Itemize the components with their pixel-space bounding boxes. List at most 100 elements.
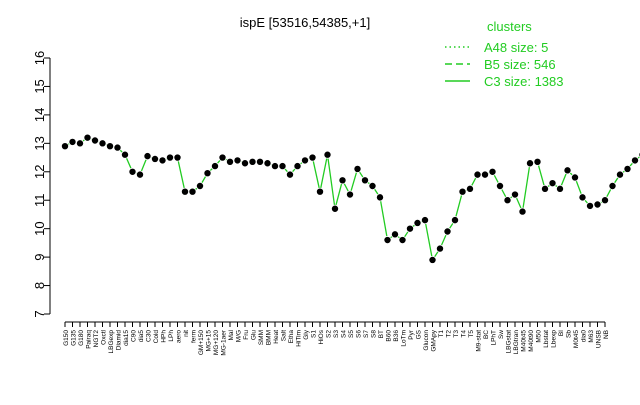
- data-point: [135, 170, 144, 179]
- x-tick-label: Gly: [303, 329, 310, 340]
- x-tick-label: BI: [558, 330, 565, 336]
- legend-entry-label: B5 size: 546: [484, 57, 556, 72]
- x-tick-label: M50: [536, 330, 543, 343]
- data-point: [631, 156, 640, 165]
- data-point: [488, 167, 497, 176]
- x-tick-label: LPhT: [491, 330, 498, 346]
- data-point: [563, 166, 572, 175]
- x-tick-label: dia5: [138, 330, 145, 343]
- legend-title: clusters: [487, 19, 532, 34]
- data-point: [323, 150, 332, 159]
- x-tick-label: aero: [176, 330, 183, 343]
- x-tick-label: SMM: [258, 330, 265, 345]
- data-point: [255, 157, 264, 166]
- data-point: [428, 255, 437, 264]
- x-tick-label: Fru: [243, 330, 250, 340]
- y-tick-label: 14: [32, 108, 47, 122]
- x-tick-label: M9-stat: [476, 330, 483, 352]
- data-point: [390, 230, 399, 239]
- data-point: [61, 142, 70, 151]
- data-points: [61, 133, 640, 264]
- x-tick-label: HiTim: [296, 330, 303, 347]
- data-point: [210, 162, 219, 171]
- data-point: [180, 187, 189, 196]
- y-tick-label: 11: [32, 193, 47, 207]
- data-point: [616, 170, 625, 179]
- data-point: [360, 176, 369, 185]
- data-point: [240, 159, 249, 168]
- legend-entry-label: A48 size: 5: [484, 40, 548, 55]
- x-tick-label: S2: [326, 330, 333, 338]
- data-point: [308, 153, 317, 162]
- data-point: [106, 142, 115, 151]
- data-point: [541, 184, 550, 193]
- data-point: [150, 154, 159, 163]
- data-point: [293, 162, 302, 171]
- x-tick-label: G150: [63, 330, 70, 346]
- x-tick-label: LPh: [168, 330, 175, 342]
- x-tick-label: NGT2: [93, 330, 100, 348]
- x-tick-label: S8: [371, 330, 378, 338]
- data-point: [398, 236, 407, 245]
- x-tick-label: S7: [363, 330, 370, 338]
- data-point: [338, 176, 347, 185]
- x-tick-label: Sb: [566, 330, 573, 338]
- x-tick-label: LBGstat: [506, 330, 513, 354]
- x-tick-label: C30: [146, 330, 153, 342]
- x-tick-label: dia15: [123, 330, 130, 346]
- data-point: [345, 190, 354, 199]
- data-point: [158, 156, 167, 165]
- data-point: [263, 159, 272, 168]
- x-tick-label: Glucon: [423, 330, 430, 351]
- x-tick-label: M/G: [236, 330, 243, 342]
- x-tick-label: G135: [71, 330, 78, 346]
- x-tick-label: nit: [183, 330, 190, 337]
- x-tick-label: B36: [393, 330, 400, 342]
- x-tick-label: M40t45: [521, 330, 528, 352]
- data-point: [218, 153, 227, 162]
- data-point: [233, 156, 242, 165]
- y-tick-label: 12: [32, 165, 47, 179]
- x-tick-label: Pairaq: [86, 330, 93, 349]
- x-tick-label: T2: [446, 330, 453, 338]
- data-point: [405, 224, 414, 233]
- x-tick-label: T1: [438, 330, 445, 338]
- legend-entry-label: C3 size: 1383: [484, 74, 564, 89]
- data-point: [510, 190, 519, 199]
- x-tick-label: Mal: [228, 329, 235, 340]
- data-point: [465, 184, 474, 193]
- x-tick-label: Oxctl: [101, 329, 108, 344]
- data-point: [173, 153, 182, 162]
- data-point: [165, 153, 174, 162]
- data-point: [113, 143, 122, 152]
- x-tick-label: S5: [348, 330, 355, 338]
- data-point: [375, 193, 384, 202]
- data-point: [330, 204, 339, 213]
- x-tick-label: Diamid: [116, 330, 123, 351]
- data-point: [383, 236, 392, 245]
- x-tick-label: NB: [603, 330, 610, 339]
- x-tick-label: MG+15: [206, 330, 213, 352]
- data-point: [593, 200, 602, 209]
- x-tick-label: M63: [588, 330, 595, 343]
- data-point: [586, 201, 595, 210]
- data-point: [203, 169, 212, 178]
- y-tick-label: 15: [32, 79, 47, 93]
- data-point: [368, 181, 377, 190]
- data-point: [188, 187, 197, 196]
- data-point: [98, 139, 107, 148]
- data-point: [68, 137, 77, 146]
- data-point: [285, 170, 294, 179]
- x-tick-label: Cold: [153, 330, 160, 344]
- data-point: [503, 196, 512, 205]
- x-tick-label: Salt: [281, 330, 288, 341]
- data-point: [623, 164, 632, 173]
- x-tick-label: dia0: [581, 330, 588, 343]
- x-tick-label: G180: [78, 330, 85, 346]
- x-tick-label: Heat: [273, 330, 280, 344]
- x-tick-label: UNSB: [596, 330, 603, 348]
- x-tick-label: T5: [468, 330, 475, 338]
- y-tick-label: 7: [32, 310, 47, 317]
- data-point: [128, 167, 137, 176]
